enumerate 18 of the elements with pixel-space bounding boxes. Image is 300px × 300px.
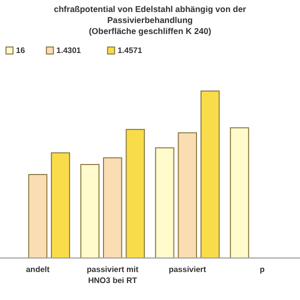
x-tick-label: passiviert mit HNO3 bei RT <box>86 265 139 285</box>
legend-label: 1.4301 <box>56 46 82 55</box>
bar <box>155 147 174 258</box>
legend-label: 16 <box>16 46 26 55</box>
bar <box>80 164 100 258</box>
chart-title: chfraßpotential von Edelstahl abhängig von der Passivierbehandlung <box>54 4 247 25</box>
x-tick-label: passiviert <box>168 265 206 274</box>
bar <box>28 174 48 258</box>
bar <box>103 157 122 258</box>
bar <box>178 132 197 258</box>
bar <box>50 152 70 258</box>
x-tick-label: andelt <box>26 265 50 274</box>
chart-subtitle: (Oberfläche geschliffen K 240) <box>88 26 212 36</box>
legend-label: 1.4571 <box>118 46 143 55</box>
bar <box>230 127 250 258</box>
bar <box>126 128 145 258</box>
x-tick-label: p <box>260 265 265 274</box>
bar <box>200 90 220 258</box>
